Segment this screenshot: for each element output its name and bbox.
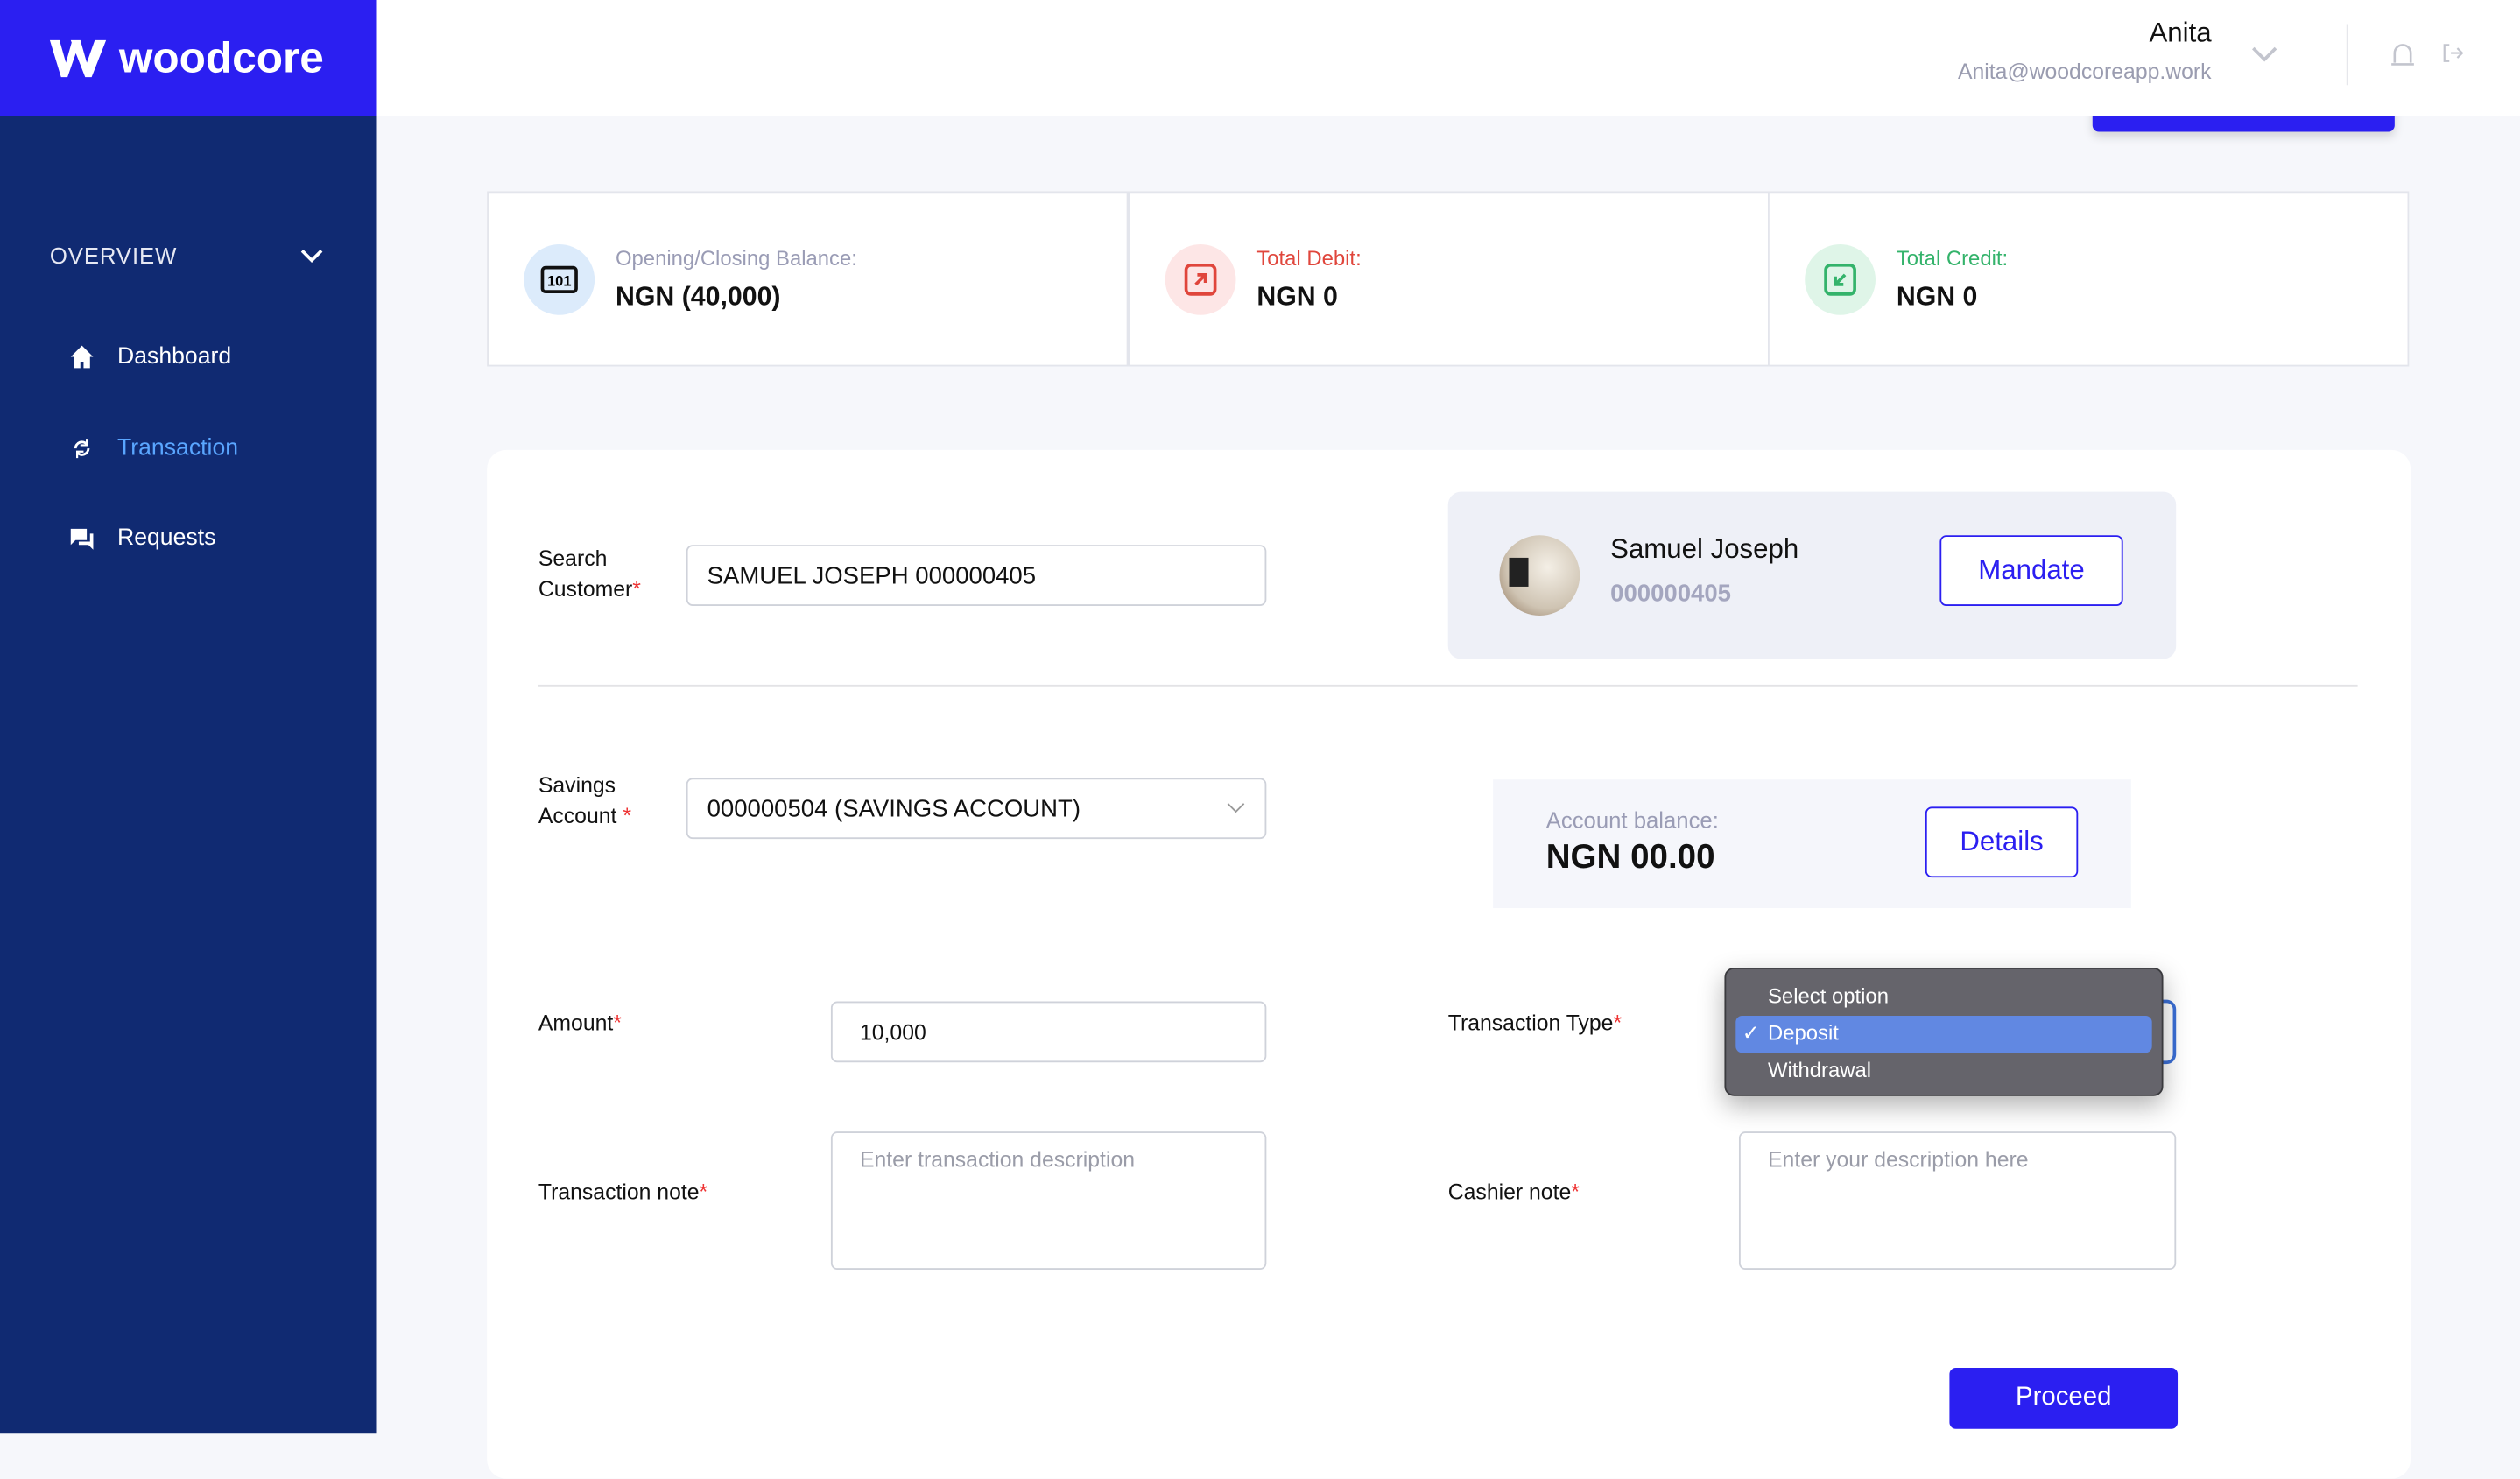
balance-value: NGN 00.00	[1545, 839, 1715, 877]
account-balance-box: Account balance: NGN 00.00 Details	[1493, 779, 2131, 909]
avatar	[1499, 535, 1580, 616]
search-customer-input[interactable]: SAMUEL JOSEPH 000000405	[686, 545, 1267, 606]
proceed-button[interactable]: Proceed	[1949, 1367, 2179, 1429]
amount-input[interactable]: 10,000	[830, 1001, 1267, 1063]
mandate-button[interactable]: Mandate	[1939, 535, 2123, 606]
cashier-note-label: Cashier note*	[1447, 1180, 1580, 1204]
summary-label: Opening/Closing Balance:	[615, 244, 857, 270]
user-name: Anita	[2149, 18, 2212, 49]
user-menu[interactable]: Anita Anita@woodcoreapp.work	[1958, 18, 2212, 83]
option-withdrawal[interactable]: Withdrawal	[1768, 1057, 1872, 1082]
customer-name: Samuel Joseph	[1610, 533, 1799, 565]
nav-label: Requests	[116, 525, 216, 552]
search-customer-label: Search Customer*	[538, 546, 641, 602]
transaction-type-dropdown: Select option ✓ Deposit Withdrawal	[1724, 967, 2164, 1096]
top-bar: Anita Anita@woodcoreapp.work	[376, 0, 2520, 116]
cash-icon: 101	[524, 243, 595, 314]
transaction-note-textarea[interactable]: Enter transaction description	[830, 1131, 1267, 1271]
chat-icon	[70, 528, 94, 550]
option-select-option[interactable]: Select option	[1768, 983, 1889, 1008]
customer-id: 000000405	[1610, 580, 1731, 608]
savings-account-select[interactable]: 000000504 (SAVINGS ACCOUNT)	[686, 778, 1267, 840]
transaction-type-label: Transaction Type*	[1447, 1011, 1623, 1036]
chevron-down-icon[interactable]	[2250, 45, 2279, 64]
svg-text:101: 101	[547, 273, 572, 289]
summary-label: Total Credit:	[1896, 244, 2009, 270]
sidebar-item-transaction[interactable]: Transaction	[69, 435, 238, 461]
arrow-up-right-icon	[1165, 243, 1236, 314]
section-label: OVERVIEW	[49, 243, 178, 269]
customer-card: Samuel Joseph 000000405 Mandate	[1447, 491, 2177, 659]
summary-value: NGN 0	[1896, 282, 1978, 312]
woodcore-logo-icon	[49, 39, 107, 78]
nav-label: Dashboard	[116, 343, 232, 370]
chevron-down-icon	[1227, 803, 1245, 813]
brand-name: woodcore	[118, 32, 324, 81]
home-icon	[70, 345, 94, 369]
user-email: Anita@woodcoreapp.work	[1957, 59, 2212, 84]
details-button[interactable]: Details	[1925, 806, 2079, 878]
logo[interactable]: woodcore	[0, 0, 377, 116]
divider	[2346, 24, 2348, 86]
summary-value: NGN 0	[1256, 282, 1338, 312]
savings-account-label: Savings Account *	[538, 772, 631, 828]
cashier-note-textarea[interactable]: Enter your description here	[1738, 1131, 2177, 1271]
summary-card-debit: Total Debit: NGN 0	[1128, 191, 1770, 367]
checkmark-icon: ✓	[1742, 1020, 1760, 1046]
summary-label: Total Debit:	[1256, 244, 1362, 270]
overview-section-toggle[interactable]: OVERVIEW	[49, 243, 323, 269]
sidebar-item-dashboard[interactable]: Dashboard	[69, 344, 231, 370]
amount-label: Amount*	[538, 1011, 622, 1036]
nav-label: Transaction	[116, 435, 239, 461]
summary-value: NGN (40,000)	[615, 282, 781, 312]
summary-card-balance: 101 Opening/Closing Balance: NGN (40,000)	[487, 191, 1129, 367]
summary-card-credit: Total Credit: NGN 0	[1768, 191, 2410, 367]
bell-icon[interactable]	[2388, 42, 2417, 67]
option-deposit[interactable]: ✓ Deposit	[1735, 1016, 2152, 1053]
transaction-note-label: Transaction note*	[538, 1180, 708, 1204]
sidebar: woodcore OVERVIEW Dashboard Transaction …	[0, 0, 377, 1434]
sidebar-item-requests[interactable]: Requests	[69, 525, 216, 552]
refresh-icon	[74, 439, 90, 459]
chevron-down-icon	[300, 250, 323, 263]
logout-icon[interactable]	[2441, 42, 2464, 65]
divider	[538, 684, 2358, 687]
balance-label: Account balance:	[1545, 806, 1719, 833]
arrow-down-left-icon	[1805, 243, 1876, 314]
